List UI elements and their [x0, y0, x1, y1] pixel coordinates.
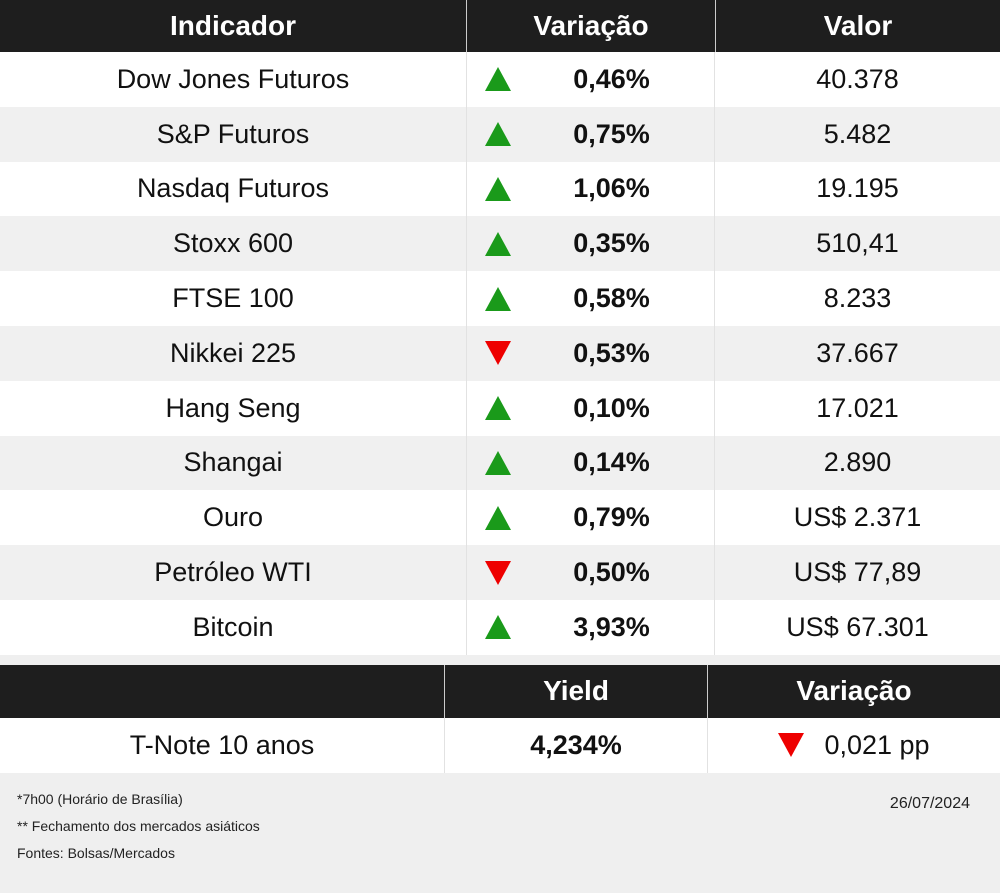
- up-triangle-icon: [485, 231, 511, 256]
- table-row: Ouro 0,79% US$ 2.371: [0, 490, 1000, 546]
- indicator-name: Bitcoin: [192, 611, 274, 642]
- change-cell: 0,75%: [466, 106, 714, 162]
- change-cell: 3,93%: [466, 599, 714, 655]
- up-triangle-icon: [485, 286, 511, 311]
- indicator-value: 37.667: [714, 325, 1000, 381]
- header-yield: Yield: [444, 664, 707, 718]
- indicator-value: 2.890: [714, 435, 1000, 491]
- bond-header: Yield Variação: [0, 664, 1000, 718]
- indicator-name: Dow Jones Futuros: [116, 63, 350, 94]
- table-row: FTSE 100 0,58% 8.233: [0, 271, 1000, 326]
- change-cell: 0,10%: [466, 380, 714, 436]
- change-cell: 0,79%: [466, 490, 714, 546]
- table-row: Dow Jones Futuros 0,46% 40.378: [0, 52, 1000, 107]
- change-value: 0,35%: [573, 228, 650, 259]
- change-cell: 0,50%: [466, 545, 714, 600]
- indicator-name: FTSE 100: [172, 283, 294, 314]
- bond-row: T-Note 10 anos 4,234% 0,021 pp: [0, 717, 1000, 773]
- table-header: Indicador Variação Valor: [0, 0, 1000, 52]
- indicator-table-body: Dow Jones Futuros 0,46% 40.378 S&P Futuro…: [0, 52, 1000, 655]
- indicator-value: US$ 2.371: [714, 490, 1000, 546]
- up-triangle-icon: [485, 615, 511, 640]
- indicator-name: Stoxx 600: [172, 228, 294, 259]
- table-row: Shangai 0,14% 2.890: [0, 435, 1000, 491]
- indicator-value: 5.482: [714, 106, 1000, 162]
- down-triangle-icon: [485, 560, 511, 585]
- change-value: 0,10%: [573, 392, 650, 423]
- indicator-name: Petróleo WTI: [154, 557, 312, 588]
- change-cell: 0,53%: [466, 325, 714, 381]
- indicator-name: Ouro: [202, 502, 264, 533]
- change-cell: 0,14%: [466, 435, 714, 491]
- up-triangle-icon: [485, 176, 511, 201]
- table-row: Stoxx 600 0,35% 510,41: [0, 216, 1000, 272]
- change-value: 0,58%: [573, 283, 650, 314]
- change-value: 0,14%: [573, 447, 650, 478]
- up-triangle-icon: [485, 396, 511, 421]
- table-row: Nikkei 225 0,53% 37.667: [0, 325, 1000, 381]
- header-variacao: Variação: [466, 0, 715, 52]
- indicator-value: 40.378: [714, 52, 1000, 107]
- source-note: Fontes: Bolsas/Mercados: [17, 844, 175, 861]
- bond-change: 0,021 pp: [824, 729, 930, 760]
- header-indicador: Indicador: [169, 10, 296, 41]
- indicator-value: 8.233: [714, 271, 1000, 326]
- header-valor: Valor: [715, 0, 1000, 52]
- indicator-value: US$ 67.301: [714, 599, 1000, 655]
- footer: *7h00 (Horário de Brasília) ** Fechament…: [0, 773, 1000, 861]
- change-value: 0,75%: [573, 118, 650, 149]
- header-bond-variacao: Variação: [707, 664, 1000, 718]
- change-cell: 0,35%: [466, 216, 714, 272]
- change-value: 0,50%: [573, 557, 650, 588]
- spacer: [0, 654, 1000, 665]
- table-row: Petróleo WTI 0,50% US$ 77,89: [0, 545, 1000, 600]
- bond-name: T-Note 10 anos: [129, 729, 315, 760]
- change-value: 0,79%: [573, 502, 650, 533]
- table-row: Bitcoin 3,93% US$ 67.301: [0, 599, 1000, 655]
- indicator-name: Nikkei 225: [169, 337, 297, 368]
- indicator-name: Nasdaq Futuros: [136, 173, 330, 204]
- change-value: 0,46%: [573, 63, 650, 94]
- table-row: S&P Futuros 0,75% 5.482: [0, 106, 1000, 162]
- bond-change-cell: 0,021 pp: [707, 717, 1000, 773]
- up-triangle-icon: [485, 67, 511, 92]
- indicator-value: 510,41: [714, 216, 1000, 272]
- footnote: ** Fechamento dos mercados asiáticos: [17, 817, 260, 834]
- indicator-name: Hang Seng: [165, 392, 301, 423]
- table-row: Nasdaq Futuros 1,06% 19.195: [0, 161, 1000, 217]
- bond-header-blank: [0, 665, 444, 718]
- up-triangle-icon: [485, 505, 511, 530]
- change-cell: 1,06%: [466, 161, 714, 217]
- indicator-value: 19.195: [714, 161, 1000, 217]
- indicator-name: Shangai: [183, 447, 283, 478]
- down-triangle-icon: [485, 341, 511, 366]
- change-cell: 0,46%: [466, 52, 714, 107]
- date: 26/07/2024: [889, 794, 970, 812]
- down-triangle-icon: [778, 733, 805, 758]
- indicator-value: 17.021: [714, 380, 1000, 436]
- up-triangle-icon: [485, 450, 511, 475]
- bond-yield: 4,234%: [444, 717, 707, 773]
- change-cell: 0,58%: [466, 271, 714, 326]
- indicator-value: US$ 77,89: [714, 545, 1000, 600]
- indicator-name: S&P Futuros: [156, 118, 310, 149]
- footnote: *7h00 (Horário de Brasília): [17, 790, 183, 807]
- table-row: Hang Seng 0,10% 17.021: [0, 380, 1000, 436]
- change-value: 1,06%: [573, 173, 650, 204]
- change-value: 0,53%: [573, 337, 650, 368]
- change-value: 3,93%: [573, 611, 650, 642]
- up-triangle-icon: [485, 122, 511, 147]
